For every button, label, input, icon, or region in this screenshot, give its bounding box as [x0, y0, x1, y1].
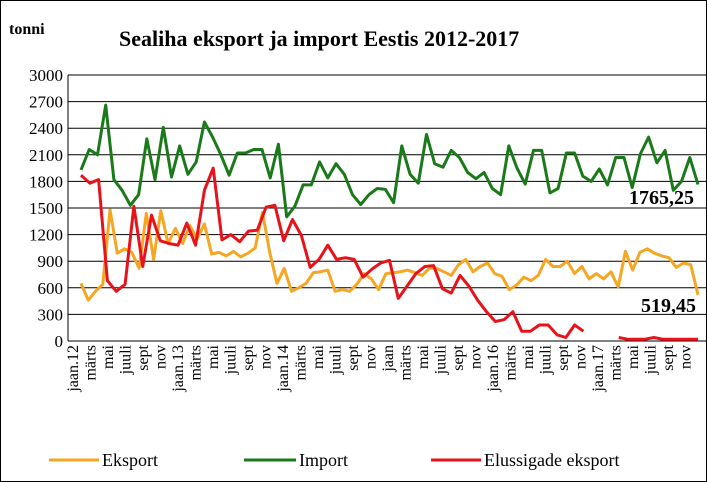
x-tick-label: mai [520, 344, 537, 369]
x-tick-label: märts [293, 345, 310, 381]
x-tick-label: nov [468, 345, 485, 369]
x-tick-label: jaan.16 [485, 345, 502, 393]
x-tick-label: juuli [118, 344, 135, 375]
x-tick-label: märts [83, 345, 100, 381]
x-tick-label: sept [240, 344, 257, 370]
x-tick-label: jaan.17 [590, 345, 607, 393]
y-tick-label: 1800 [29, 172, 63, 191]
x-tick-label: sept [555, 344, 572, 370]
x-tick-label: juuli [433, 344, 450, 375]
x-tick-label: mai [310, 344, 327, 369]
x-tick-label: jaan.12 [65, 345, 82, 393]
series-lines [79, 103, 700, 341]
x-tick-label: nov [363, 345, 380, 369]
y-tick-label: 900 [38, 252, 64, 271]
x-tick-label: nov [678, 345, 695, 369]
x-tick-label: jaan.13 [170, 345, 187, 393]
chart-title: Sealiha eksport ja import Eestis 2012-20… [119, 26, 519, 51]
y-tick-label: 3000 [29, 66, 63, 85]
legend-label-elussigade-eksport: Elussigade eksport [484, 450, 619, 470]
legend: Eksport Import Elussigade eksport [49, 450, 619, 470]
x-axis-ticks: jaan.12 märts mai juuli sept nov jaan.13 märts m… [65, 344, 695, 392]
y-tick-label: 2100 [29, 146, 63, 165]
x-tick-label: juuli [223, 344, 240, 375]
x-tick-label: mai [415, 344, 432, 369]
x-tick-label: juuli [643, 344, 660, 375]
x-tick-label: sept [135, 344, 152, 370]
x-tick-label: jaan [380, 345, 397, 373]
y-tick-label: 300 [38, 305, 64, 324]
x-tick-label: märts [398, 345, 415, 381]
series-line-eksport [79, 208, 700, 302]
x-tick-label: mai [205, 344, 222, 369]
y-tick-label: 2400 [29, 119, 63, 138]
y-axis-ticks: 0 300 600 900 1200 1500 1800 2100 2400 2700 3000 [29, 66, 63, 351]
x-tick-label: juuli [538, 344, 555, 375]
x-tick-label: nov [573, 345, 590, 369]
x-tick-label: märts [608, 345, 625, 381]
x-tick-label: juuli [328, 344, 345, 375]
x-tick-label: nov [258, 345, 275, 369]
x-tick-label: sept [660, 344, 677, 370]
x-tick-label: sept [450, 344, 467, 370]
y-tick-label: 1200 [29, 226, 63, 245]
legend-label-import: Import [299, 450, 348, 470]
x-tick-label: märts [188, 345, 205, 381]
x-tick-label: sept [345, 344, 362, 370]
y-tick-label: 600 [38, 279, 64, 298]
y-tick-label: 2700 [29, 93, 63, 112]
x-tick-label: mai [100, 344, 117, 369]
export-last-value: 519,45 [641, 295, 696, 317]
y-unit-label: tonni [9, 21, 45, 38]
x-tick-label: mai [625, 344, 642, 369]
x-tick-label: märts [503, 345, 520, 381]
y-tick-label: 1500 [29, 199, 63, 218]
legend-label-eksport: Eksport [102, 450, 158, 470]
x-tick-label: nov [153, 345, 170, 369]
series-line-elussigade-eksport [79, 166, 698, 341]
series-line-import [79, 103, 700, 219]
x-tick-label: jaan.14 [275, 345, 292, 393]
gridlines [67, 74, 706, 342]
y-tick-label: 0 [55, 332, 64, 351]
import-last-value: 1765,25 [629, 187, 694, 209]
